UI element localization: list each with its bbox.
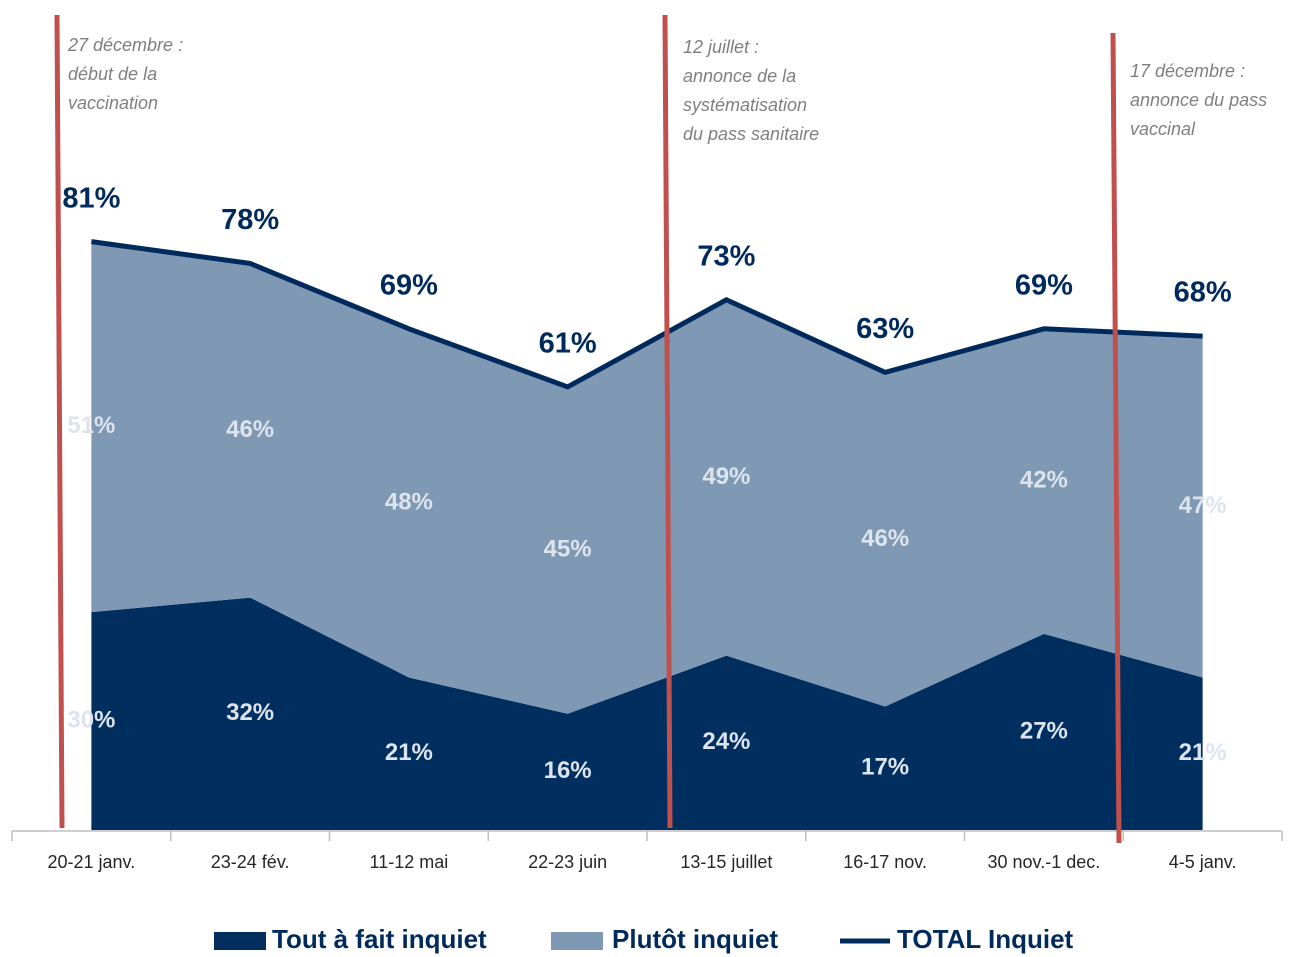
data-label: 78%	[221, 204, 279, 236]
annotation: 12 juillet :	[683, 37, 759, 57]
x-tick-label: 20-21 janv.	[48, 852, 136, 872]
x-tick-label: 16-17 nov.	[843, 852, 927, 872]
data-label: 46%	[226, 416, 274, 443]
legend-label: Tout à fait inquiet	[272, 924, 487, 954]
x-tick-label: 4-5 janv.	[1169, 852, 1237, 872]
annotation: du pass sanitaire	[683, 124, 819, 144]
data-label: 51%	[67, 412, 115, 439]
data-label: 81%	[62, 182, 120, 214]
data-label: 32%	[226, 699, 274, 726]
annotation: 27 décembre :	[67, 35, 183, 55]
data-label: 24%	[702, 728, 750, 755]
data-label: 63%	[856, 313, 914, 345]
x-tick-label: 23-24 fév.	[211, 852, 290, 872]
legend-label: Plutôt inquiet	[612, 924, 778, 954]
data-label: 46%	[861, 525, 909, 552]
data-label: 61%	[539, 328, 597, 360]
x-tick-label: 22-23 juin	[528, 852, 607, 872]
data-label: 17%	[861, 754, 909, 781]
data-label: 42%	[1020, 467, 1068, 494]
data-label: 69%	[380, 269, 438, 301]
annotation: systématisation	[683, 95, 807, 115]
x-tick-label: 30 nov.-1 dec.	[988, 852, 1101, 872]
x-tick-label: 13-15 juillet	[680, 852, 772, 872]
plot-area	[91, 239, 1203, 830]
annotation: début de la	[68, 64, 157, 84]
event-line	[54, 14, 65, 829]
data-label: 68%	[1174, 277, 1232, 309]
data-label: 21%	[1179, 739, 1227, 766]
data-label: 69%	[1015, 269, 1073, 301]
event-line	[662, 14, 673, 829]
data-label: 47%	[1179, 492, 1227, 519]
data-label: 48%	[385, 488, 433, 515]
data-label: 16%	[544, 757, 592, 784]
annotation: 17 décembre :	[1130, 61, 1245, 81]
legend-swatch	[551, 932, 603, 950]
legend-label: TOTAL Inquiet	[897, 924, 1074, 954]
data-label: 49%	[702, 463, 750, 490]
legend-swatch	[214, 932, 266, 950]
data-label: 30%	[67, 706, 115, 733]
annotation: vaccination	[68, 93, 158, 113]
annotation: vaccinal	[1130, 119, 1196, 139]
annotation: annonce de la	[683, 66, 796, 86]
area	[91, 241, 1203, 714]
line	[91, 239, 1203, 390]
event-line	[1110, 32, 1122, 844]
annotation: annonce du pass	[1130, 90, 1267, 110]
area	[91, 597, 1203, 830]
x-tick-label: 11-12 mai	[370, 852, 449, 872]
data-label: 45%	[544, 536, 592, 563]
data-label: 27%	[1020, 717, 1068, 744]
data-label: 73%	[697, 240, 755, 272]
data-label: 21%	[385, 739, 433, 766]
